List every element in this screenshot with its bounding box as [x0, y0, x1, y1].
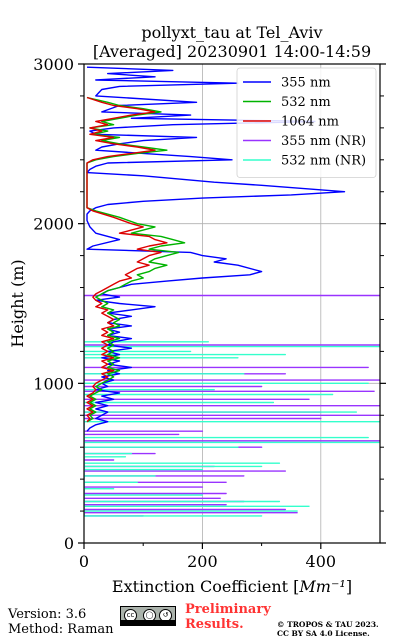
legend-label: 355 nm — [281, 76, 331, 91]
legend-label: 532 nm (NR) — [281, 154, 366, 169]
legend: 355 nm 532 nm 1064 nm 355 nm (NR) 532 nm (NR… — [236, 67, 377, 178]
y-tick-label: 1000 — [33, 374, 74, 393]
copyright-line-2: CC BY SA 4.0 License. — [277, 629, 370, 638]
series-layer — [84, 66, 380, 517]
legend-label: 1064 nm — [281, 115, 339, 130]
series-line-0 — [86, 66, 346, 432]
x-tick-label: 400 — [306, 552, 337, 571]
preliminary-line-2: Results. — [185, 617, 244, 632]
method-text: Method: Raman — [8, 622, 114, 637]
x-tick-label: 0 — [79, 552, 89, 571]
chart-title-line-1: pollyxt_tau at Tel_Aviv — [141, 23, 322, 42]
plot-frame — [83, 63, 381, 544]
y-tick-label: 2000 — [33, 215, 74, 234]
x-tick-label: 200 — [187, 552, 218, 571]
y-tick-label: 0 — [64, 534, 74, 553]
chart-title-line-2: [Averaged] 20230901 14:00-14:59 — [93, 42, 371, 61]
preliminary-line-1: Preliminary — [185, 602, 271, 617]
cc-license-badge: cc ◯ ↺ — [120, 606, 176, 626]
series-line-2 — [86, 96, 168, 423]
series-line-4 — [84, 341, 380, 517]
preliminary-notice: Preliminary Results. — [185, 602, 271, 632]
legend-label: 355 nm (NR) — [281, 134, 366, 149]
cc-strip — [121, 620, 175, 625]
x-axis-label: Extinction Coefficient [Mm⁻¹] — [112, 577, 352, 596]
series-line-1 — [86, 96, 186, 423]
legend-label: 532 nm — [281, 95, 331, 110]
version-text: Version: 3.6 — [8, 607, 87, 622]
y-axis-label: Height (m) — [8, 259, 27, 347]
axis-ticks: 0 200 400 0 1000 2000 3000 — [33, 55, 386, 571]
y-tick-label: 3000 — [33, 55, 74, 74]
legend-box — [236, 67, 377, 178]
copyright-line-1: © TROPOS & TAU 2023. — [277, 620, 379, 629]
copyright-notice: © TROPOS & TAU 2023. CC BY SA 4.0 Licens… — [277, 620, 379, 638]
